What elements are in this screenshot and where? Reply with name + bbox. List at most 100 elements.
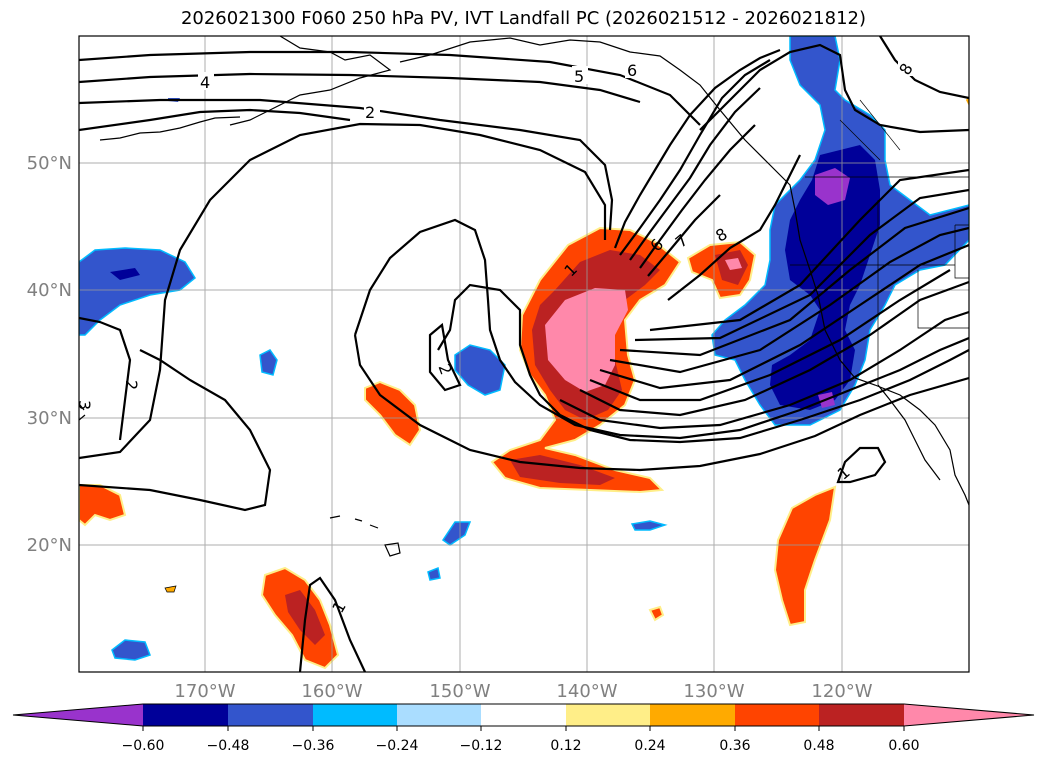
contour-line (79, 316, 132, 441)
negative-anomaly-small (454, 344, 506, 396)
colorbar-arrow-left (13, 704, 143, 726)
positive-anomaly-inner (510, 455, 615, 485)
colorbar-tick-label: −0.60 (122, 738, 165, 754)
negative-anomaly-small (441, 521, 472, 546)
contour-label: 2 (122, 380, 141, 390)
contour-line (879, 36, 969, 100)
negative-anomaly-west-core (110, 268, 140, 280)
colorbar-segment (566, 704, 650, 726)
contour-label: 5 (574, 67, 584, 86)
contour-line (79, 72, 641, 104)
colorbar-tick-label: 0.48 (803, 738, 834, 754)
negative-anomaly-small (427, 566, 441, 581)
contour-line (353, 334, 969, 472)
contour-label: 3 (75, 400, 94, 410)
colorbar-arrow-right (904, 704, 1034, 726)
contour-label: 7 (672, 230, 692, 251)
negative-anomaly-core (770, 145, 880, 410)
contour-line (353, 218, 969, 440)
pv-shading (79, 36, 969, 670)
contour-line (589, 269, 951, 402)
lat-label: 40°N (27, 280, 72, 301)
contour-label-bg (364, 102, 380, 120)
negative-anomaly-small (111, 639, 151, 661)
contour-line (613, 48, 781, 249)
contour-line (79, 50, 701, 126)
lon-label: 130°W (683, 681, 744, 702)
lon-label: 120°W (811, 681, 872, 702)
contour-line (629, 87, 761, 261)
contour-label: 4 (200, 73, 210, 92)
lat-label: 20°N (27, 535, 72, 556)
colorbar-tick-label: 0.36 (719, 738, 750, 754)
contour-line (79, 349, 272, 512)
contour-label: 2 (365, 103, 375, 122)
colorbar-segment (735, 704, 819, 726)
lon-label: 150°W (429, 681, 490, 702)
contour-line (639, 124, 756, 269)
colorbar-segment (650, 704, 735, 726)
coastline-alaska (399, 37, 969, 506)
contour-label: 1 (834, 462, 854, 483)
colorbar-segment (143, 704, 228, 726)
colorbar-tick-label: −0.48 (207, 738, 250, 754)
positive-anomaly-small (364, 380, 422, 447)
positive-anomaly-small (79, 484, 127, 527)
negative-anomaly-small (259, 349, 278, 376)
coastline-baja (877, 384, 941, 481)
contour-line (599, 243, 969, 390)
colorbar-tick-label: −0.24 (376, 738, 419, 754)
map-frame (78, 35, 970, 673)
contour-label-bg (198, 72, 214, 90)
contour-line (836, 446, 887, 484)
contour-line (619, 206, 969, 357)
positive-anomaly-small (648, 605, 665, 622)
contour-label-bg (898, 58, 914, 76)
lon-label: 160°W (301, 681, 362, 702)
contour-line (298, 576, 366, 672)
contour-line (647, 194, 721, 277)
contour-label-bg (572, 66, 588, 84)
contour-line (79, 108, 351, 132)
contour-label: 1 (328, 598, 350, 616)
contour-line (79, 98, 614, 231)
colorbar-tick-label: −0.12 (460, 738, 503, 754)
coastline-dateline (79, 404, 86, 421)
colorbar-segment (481, 704, 566, 726)
ivt-contours (79, 36, 969, 672)
map-title: 2026021300 F060 250 hPa PV, IVT Landfall… (180, 8, 867, 29)
colorbar: −0.60 −0.48 −0.36 −0.24 −0.12 0.12 0.24 … (12, 703, 1035, 754)
contour-label: 6 (627, 61, 637, 80)
contour-label: 2 (435, 361, 456, 377)
colorbar-tick-label: 0.60 (888, 738, 919, 754)
colorbar-segment (228, 704, 313, 726)
lat-label: 50°N (27, 153, 72, 174)
contour-label-bg (625, 60, 641, 78)
contour-line (649, 168, 969, 332)
positive-anomaly-max (725, 258, 742, 270)
coastline-islands (99, 116, 241, 141)
colorbar-tick-label: 0.24 (634, 738, 665, 754)
graticule (79, 36, 969, 672)
positive-anomaly-small (164, 585, 177, 593)
lon-label: 140°W (556, 681, 617, 702)
lat-label: 30°N (27, 408, 72, 429)
negative-anomaly-small (630, 520, 668, 531)
colorbar-segment (313, 704, 397, 726)
colorbar-tick-label: −0.36 (292, 738, 335, 754)
contour-line (579, 280, 969, 417)
colorbar-segment (819, 704, 904, 726)
contour-line (609, 226, 969, 374)
contour-line (437, 283, 969, 444)
contour-line (428, 322, 462, 392)
coastline-hawaii (329, 515, 401, 557)
colorbar-tick-label: 0.12 (550, 738, 581, 754)
contour-line (667, 154, 801, 301)
lon-label: 170°W (174, 681, 235, 702)
contour-line (559, 310, 969, 430)
colorbar-segment (397, 704, 481, 726)
positive-anomaly-small (773, 485, 837, 627)
contour-line (634, 188, 969, 342)
contour-line (79, 122, 607, 460)
contour-line (699, 43, 969, 134)
